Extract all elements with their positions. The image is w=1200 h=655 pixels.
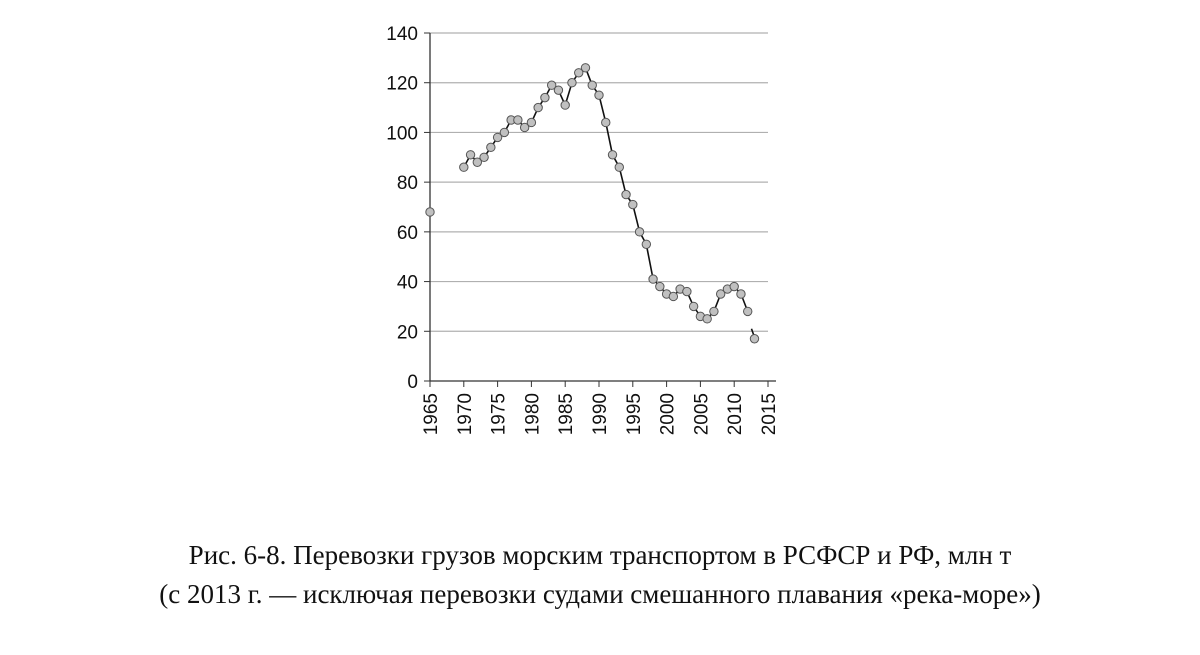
data-point xyxy=(540,92,550,103)
data-point xyxy=(682,286,692,297)
data-point xyxy=(749,334,760,344)
data-point xyxy=(519,122,530,133)
x-tick-label: 1985 xyxy=(556,393,577,435)
grid-lines xyxy=(430,32,768,332)
figure-caption: Рис. 6-8. Перевозки грузов морским транс… xyxy=(0,536,1200,614)
y-tick-label: 0 xyxy=(407,372,418,393)
x-tick-label: 2000 xyxy=(658,393,679,435)
data-point xyxy=(465,150,476,160)
series-lines xyxy=(463,66,755,337)
data-point xyxy=(594,90,604,100)
data-point xyxy=(546,80,557,90)
data-point xyxy=(499,127,510,138)
data-point xyxy=(560,100,570,110)
data-point xyxy=(553,85,564,95)
caption-line-1: Рис. 6-8. Перевозки грузов морским транс… xyxy=(188,540,1012,570)
data-points xyxy=(425,63,760,344)
data-point xyxy=(614,162,624,172)
data-point xyxy=(486,142,496,153)
data-point xyxy=(513,115,523,125)
data-point xyxy=(668,291,679,302)
data-point xyxy=(655,281,665,292)
y-axis-ticks: 0 20 40 60 80 100 120 140 xyxy=(386,24,418,393)
data-point xyxy=(472,157,483,167)
data-point xyxy=(492,132,503,143)
y-tick-label: 60 xyxy=(397,223,418,244)
caption-line-2: (с 2013 г. — исключая перевозки судами с… xyxy=(159,579,1041,609)
x-axis-ticks: 1965 1970 1975 1980 1985 1990 1995 2000 2005 2010… xyxy=(421,393,780,435)
data-point xyxy=(533,102,543,113)
x-tick-label: 1980 xyxy=(522,393,543,435)
x-tick-label: 2005 xyxy=(691,393,712,435)
y-tick-label: 20 xyxy=(397,322,418,343)
x-tick-label: 1975 xyxy=(489,393,510,435)
axes xyxy=(424,32,776,387)
data-point xyxy=(580,63,591,73)
x-tick-label: 2015 xyxy=(759,393,780,435)
x-tick-label: 1990 xyxy=(590,393,611,435)
data-point xyxy=(709,306,719,317)
y-tick-label: 140 xyxy=(386,24,418,45)
data-point xyxy=(607,150,618,160)
x-tick-label: 1965 xyxy=(421,393,442,435)
data-point xyxy=(648,274,658,284)
data-point xyxy=(628,199,638,210)
x-tick-label: 2010 xyxy=(725,393,746,435)
data-point xyxy=(526,117,537,128)
data-point xyxy=(587,80,597,90)
x-tick-label: 1995 xyxy=(624,393,645,435)
data-point xyxy=(702,314,712,324)
x-tick-label: 1970 xyxy=(455,393,476,435)
y-tick-label: 40 xyxy=(397,273,418,294)
data-point xyxy=(743,306,753,317)
data-point xyxy=(621,189,631,200)
data-point xyxy=(425,207,435,217)
data-point xyxy=(641,239,652,249)
data-point xyxy=(459,162,469,172)
data-point xyxy=(688,301,699,312)
data-point xyxy=(729,281,739,292)
y-tick-label: 100 xyxy=(386,123,418,144)
data-point xyxy=(574,68,584,78)
data-point xyxy=(634,227,645,237)
y-tick-label: 80 xyxy=(397,173,418,194)
data-point xyxy=(715,289,726,299)
data-point xyxy=(736,289,746,299)
y-tick-label: 120 xyxy=(386,74,418,95)
data-point xyxy=(479,152,489,162)
data-point xyxy=(601,117,611,128)
data-point xyxy=(567,78,577,88)
